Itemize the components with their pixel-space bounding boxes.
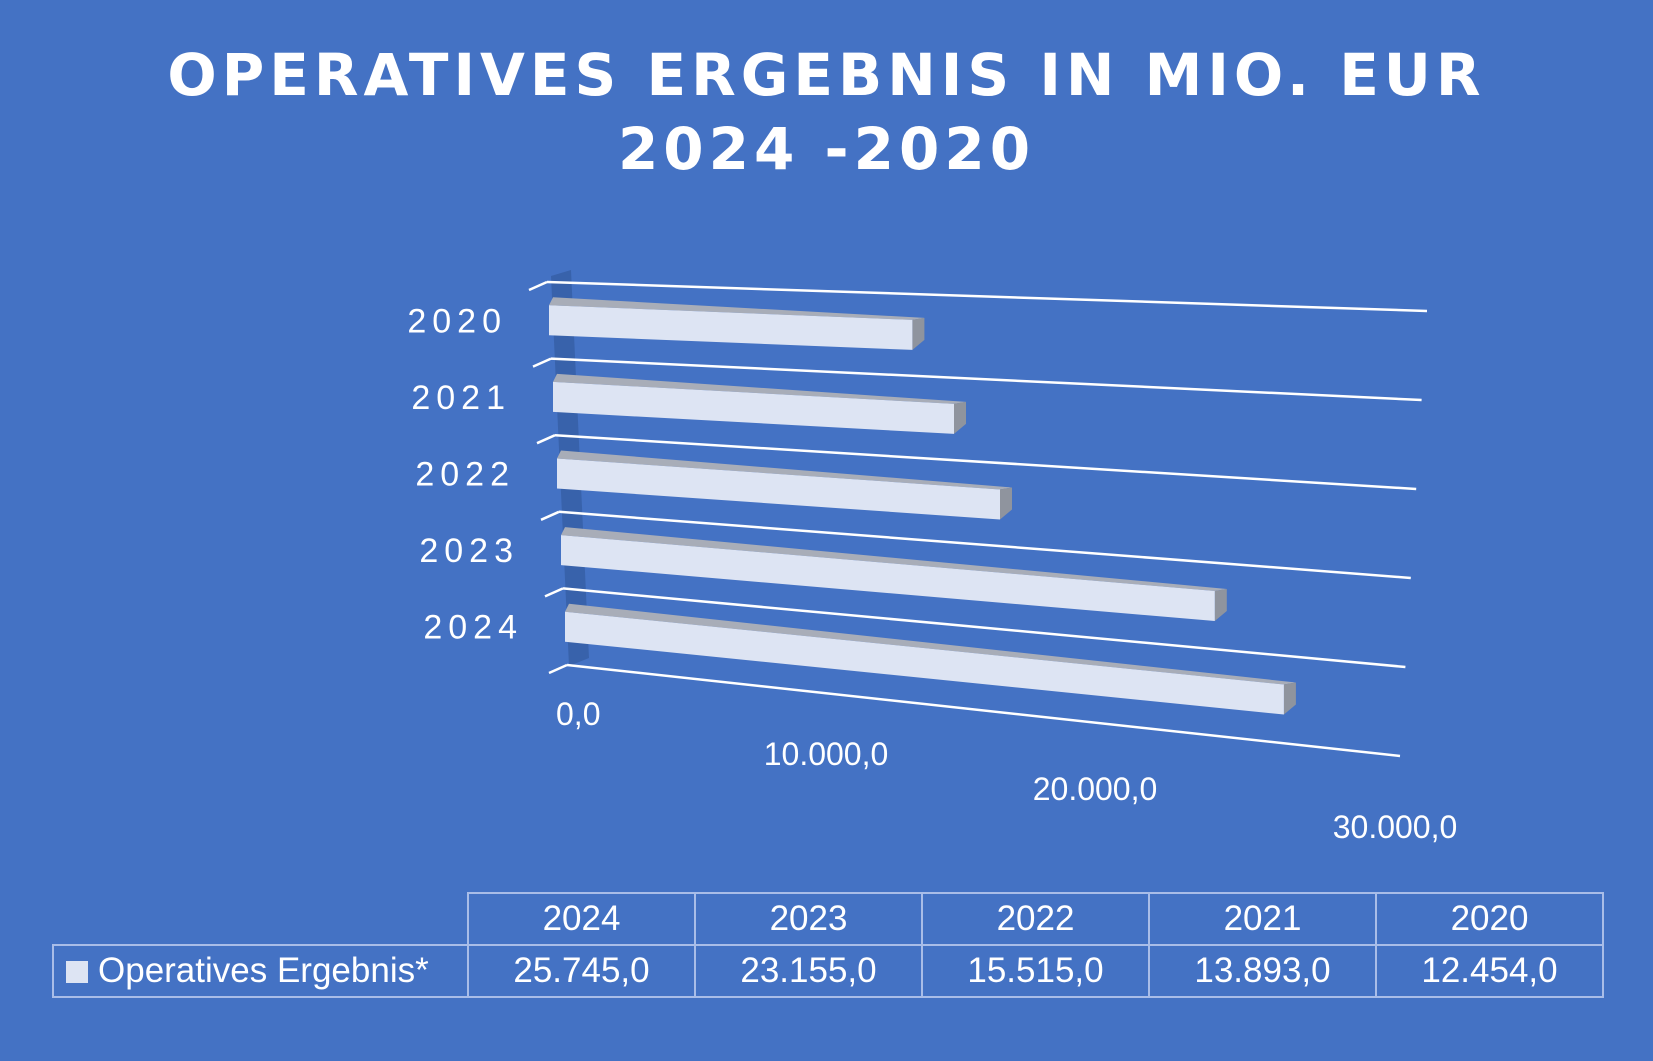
value-tick-label: 10.000,0: [764, 736, 889, 772]
gridline: [562, 587, 1406, 669]
category-label-2021: 2021: [411, 379, 511, 417]
gridline: [566, 663, 1401, 758]
value-tick-label: 0,0: [556, 696, 600, 732]
gridline: [550, 357, 1422, 402]
data-table-value-2023: 23.155,0: [694, 944, 923, 998]
data-table-header-2020: 2020: [1375, 892, 1604, 946]
gridline: [554, 433, 1417, 491]
data-table-header-2021: 2021: [1148, 892, 1377, 946]
data-table-value-2022: 15.515,0: [921, 944, 1150, 998]
gridline-tick: [544, 587, 564, 598]
gridline: [546, 280, 1428, 313]
chart-title: OPERATIVES ERGEBNIS IN MIO. EUR 2024 -20…: [0, 38, 1653, 186]
bar-end-2020: [912, 317, 925, 350]
category-label-2023: 2023: [419, 532, 519, 570]
data-table-header-2023: 2023: [694, 892, 923, 946]
data-table-series-row: Operatives Ergebnis* 25.745,0 23.155,0 1…: [52, 944, 1604, 998]
data-table-value-2021: 13.893,0: [1148, 944, 1377, 998]
bar-end-2021: [954, 401, 966, 434]
data-table-corner-cell: [53, 893, 469, 946]
bar-2021: [553, 381, 954, 434]
bar-end-2024: [1283, 682, 1296, 715]
data-table-series-label: Operatives Ergebnis*: [52, 944, 469, 998]
bar-top-2024: [565, 603, 1296, 685]
bar-2022: [557, 458, 1000, 520]
gridline-tick: [532, 357, 552, 368]
gridline-tick: [540, 510, 560, 521]
bar-top-2023: [561, 527, 1227, 591]
bar-end-2023: [1214, 589, 1227, 621]
bar-2024: [565, 611, 1284, 715]
data-table-value-2024: 25.745,0: [467, 944, 696, 998]
bar-2020: [549, 305, 913, 350]
data-table: 2024 2023 2022 2021 2020 Operatives Erge…: [52, 892, 1604, 998]
gridline: [558, 510, 1411, 580]
category-label-2024: 2024: [423, 609, 523, 647]
chart-title-line-2: 2024 -2020: [617, 115, 1036, 183]
bar-end-2022: [1000, 487, 1012, 520]
chart-title-line-1: OPERATIVES ERGEBNIS IN MIO. EUR: [167, 41, 1486, 109]
gridline-tick: [548, 663, 568, 675]
bar-2023: [561, 535, 1215, 621]
bar-top-2021: [553, 373, 966, 404]
legend-key-icon: [66, 961, 88, 983]
data-table-header-row: 2024 2023 2022 2021 2020: [53, 892, 1604, 946]
value-tick-label: 20.000,0: [1033, 771, 1158, 807]
data-table-value-2020: 12.454,0: [1375, 944, 1604, 998]
data-table-header-2024: 2024: [467, 892, 696, 946]
category-label-2022: 2022: [415, 456, 515, 494]
bar-top-2020: [549, 297, 925, 320]
gridline-tick: [536, 434, 556, 445]
gridline-tick: [528, 280, 548, 292]
series-name: Operatives Ergebnis*: [98, 951, 429, 990]
data-table-header-2022: 2022: [921, 892, 1150, 946]
category-label-2020: 2020: [407, 302, 507, 340]
bar-top-2022: [557, 450, 1012, 490]
value-tick-label: 30.000,0: [1333, 809, 1458, 845]
